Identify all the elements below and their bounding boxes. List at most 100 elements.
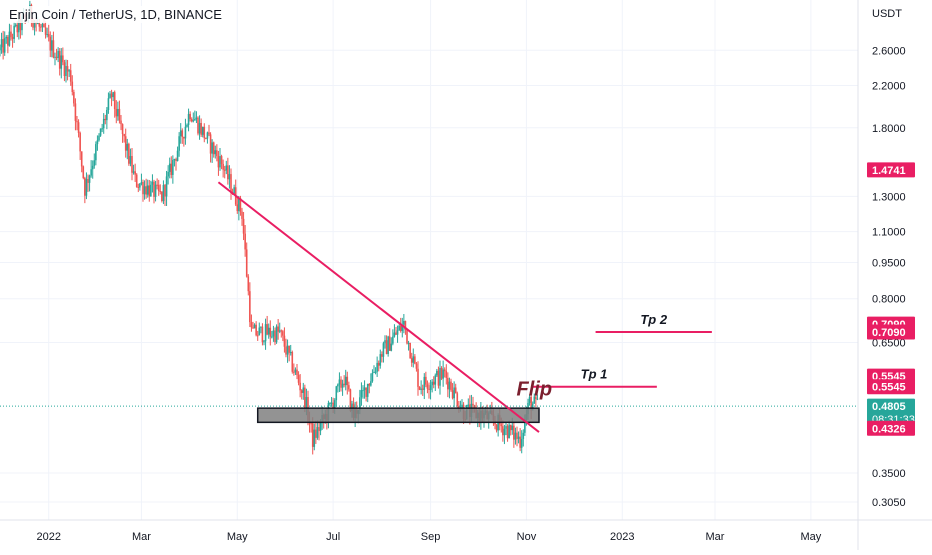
candle-body: [294, 369, 297, 373]
price-tag: [867, 324, 915, 340]
candle-body: [168, 163, 171, 172]
candle-body: [101, 128, 103, 130]
candle-body: [414, 356, 416, 364]
candle-body: [157, 184, 160, 192]
x-tick-label: May: [800, 531, 821, 543]
candle-body: [255, 324, 257, 336]
candle-body: [209, 134, 212, 154]
candle-body: [275, 326, 278, 343]
candle-body: [184, 126, 187, 139]
candle-body: [508, 424, 510, 439]
candle-body: [382, 343, 385, 357]
candle-body: [406, 329, 408, 344]
candle-body: [267, 327, 270, 335]
candle-body: [113, 92, 116, 109]
candle-body: [139, 183, 141, 188]
candle-body: [252, 327, 254, 329]
candle-body: [373, 371, 375, 373]
candle-body: [62, 55, 64, 63]
candle-body: [431, 381, 433, 386]
candle-body: [137, 186, 140, 188]
candle-body: [437, 370, 440, 386]
candle-body: [52, 40, 55, 58]
candle-body: [99, 128, 102, 136]
candle-body: [253, 324, 256, 329]
candle-body: [82, 166, 85, 179]
y-tick-label: 1.8000: [872, 123, 906, 135]
candle-body: [536, 398, 539, 400]
candle-body: [495, 424, 498, 431]
candle-body: [440, 367, 443, 379]
candle-body: [363, 387, 366, 391]
candle-body: [16, 24, 19, 33]
candle-body: [68, 70, 70, 72]
candle-body: [365, 387, 367, 397]
candle-body: [450, 381, 452, 391]
candle-body: [412, 356, 415, 363]
candle-body: [176, 150, 179, 161]
y-tick-label: 0.3050: [872, 497, 906, 509]
candle-body: [200, 122, 202, 135]
candle-body: [368, 384, 371, 386]
candle-body: [318, 427, 320, 432]
candle-body: [197, 117, 199, 134]
candle-body: [172, 159, 174, 175]
candle-body: [128, 143, 130, 164]
candle-body: [305, 397, 308, 408]
price-tag: [867, 398, 915, 427]
candle-body: [285, 346, 287, 355]
candle-body: [302, 387, 305, 393]
candle-body: [5, 36, 8, 39]
candle-body: [277, 326, 279, 332]
candle-body: [14, 24, 17, 26]
candle-body: [511, 425, 514, 431]
candle-body: [95, 144, 97, 161]
candle-body: [442, 369, 444, 379]
candle-body: [349, 389, 352, 411]
candle-body: [250, 322, 253, 328]
candle-body: [195, 117, 198, 120]
candle-body: [142, 182, 144, 195]
x-tick-label: Jul: [326, 531, 340, 543]
candle-body: [181, 130, 184, 137]
candle-body: [170, 163, 173, 175]
candle-body: [73, 92, 75, 104]
price-tag-label: 0.5545: [872, 382, 906, 394]
candle-body: [261, 326, 264, 343]
candle-body: [33, 22, 36, 28]
candle-body: [524, 419, 526, 433]
candle-body: [165, 176, 168, 197]
candle-body: [140, 182, 143, 184]
candle-body: [46, 34, 48, 36]
candle-body: [398, 325, 400, 331]
candle-body: [310, 423, 312, 425]
candle-body: [239, 197, 242, 212]
price-tag-label: 1.4741: [872, 165, 906, 177]
candle-body: [371, 372, 374, 382]
candle-body: [151, 181, 154, 185]
candle-body: [123, 134, 125, 137]
candle-body: [410, 358, 413, 363]
candle-body: [421, 388, 424, 390]
y-tick-label: 1.1000: [872, 227, 906, 239]
candle-body: [227, 165, 229, 180]
candle-body: [399, 325, 402, 331]
candle-body: [124, 136, 127, 151]
candle-body: [219, 156, 221, 168]
candle-body: [289, 352, 292, 354]
candle-body: [374, 371, 377, 373]
candle-body: [0, 39, 3, 48]
candle-body: [533, 396, 536, 404]
candle-body: [467, 404, 470, 406]
candle-body: [173, 159, 176, 161]
candle-body: [145, 186, 147, 195]
tp1-label: Tp 1: [581, 367, 608, 382]
candle-body: [21, 16, 23, 31]
candle-body: [222, 163, 224, 170]
candle-body: [436, 370, 438, 376]
x-tick-label: May: [227, 531, 248, 543]
candle-body: [19, 18, 22, 31]
